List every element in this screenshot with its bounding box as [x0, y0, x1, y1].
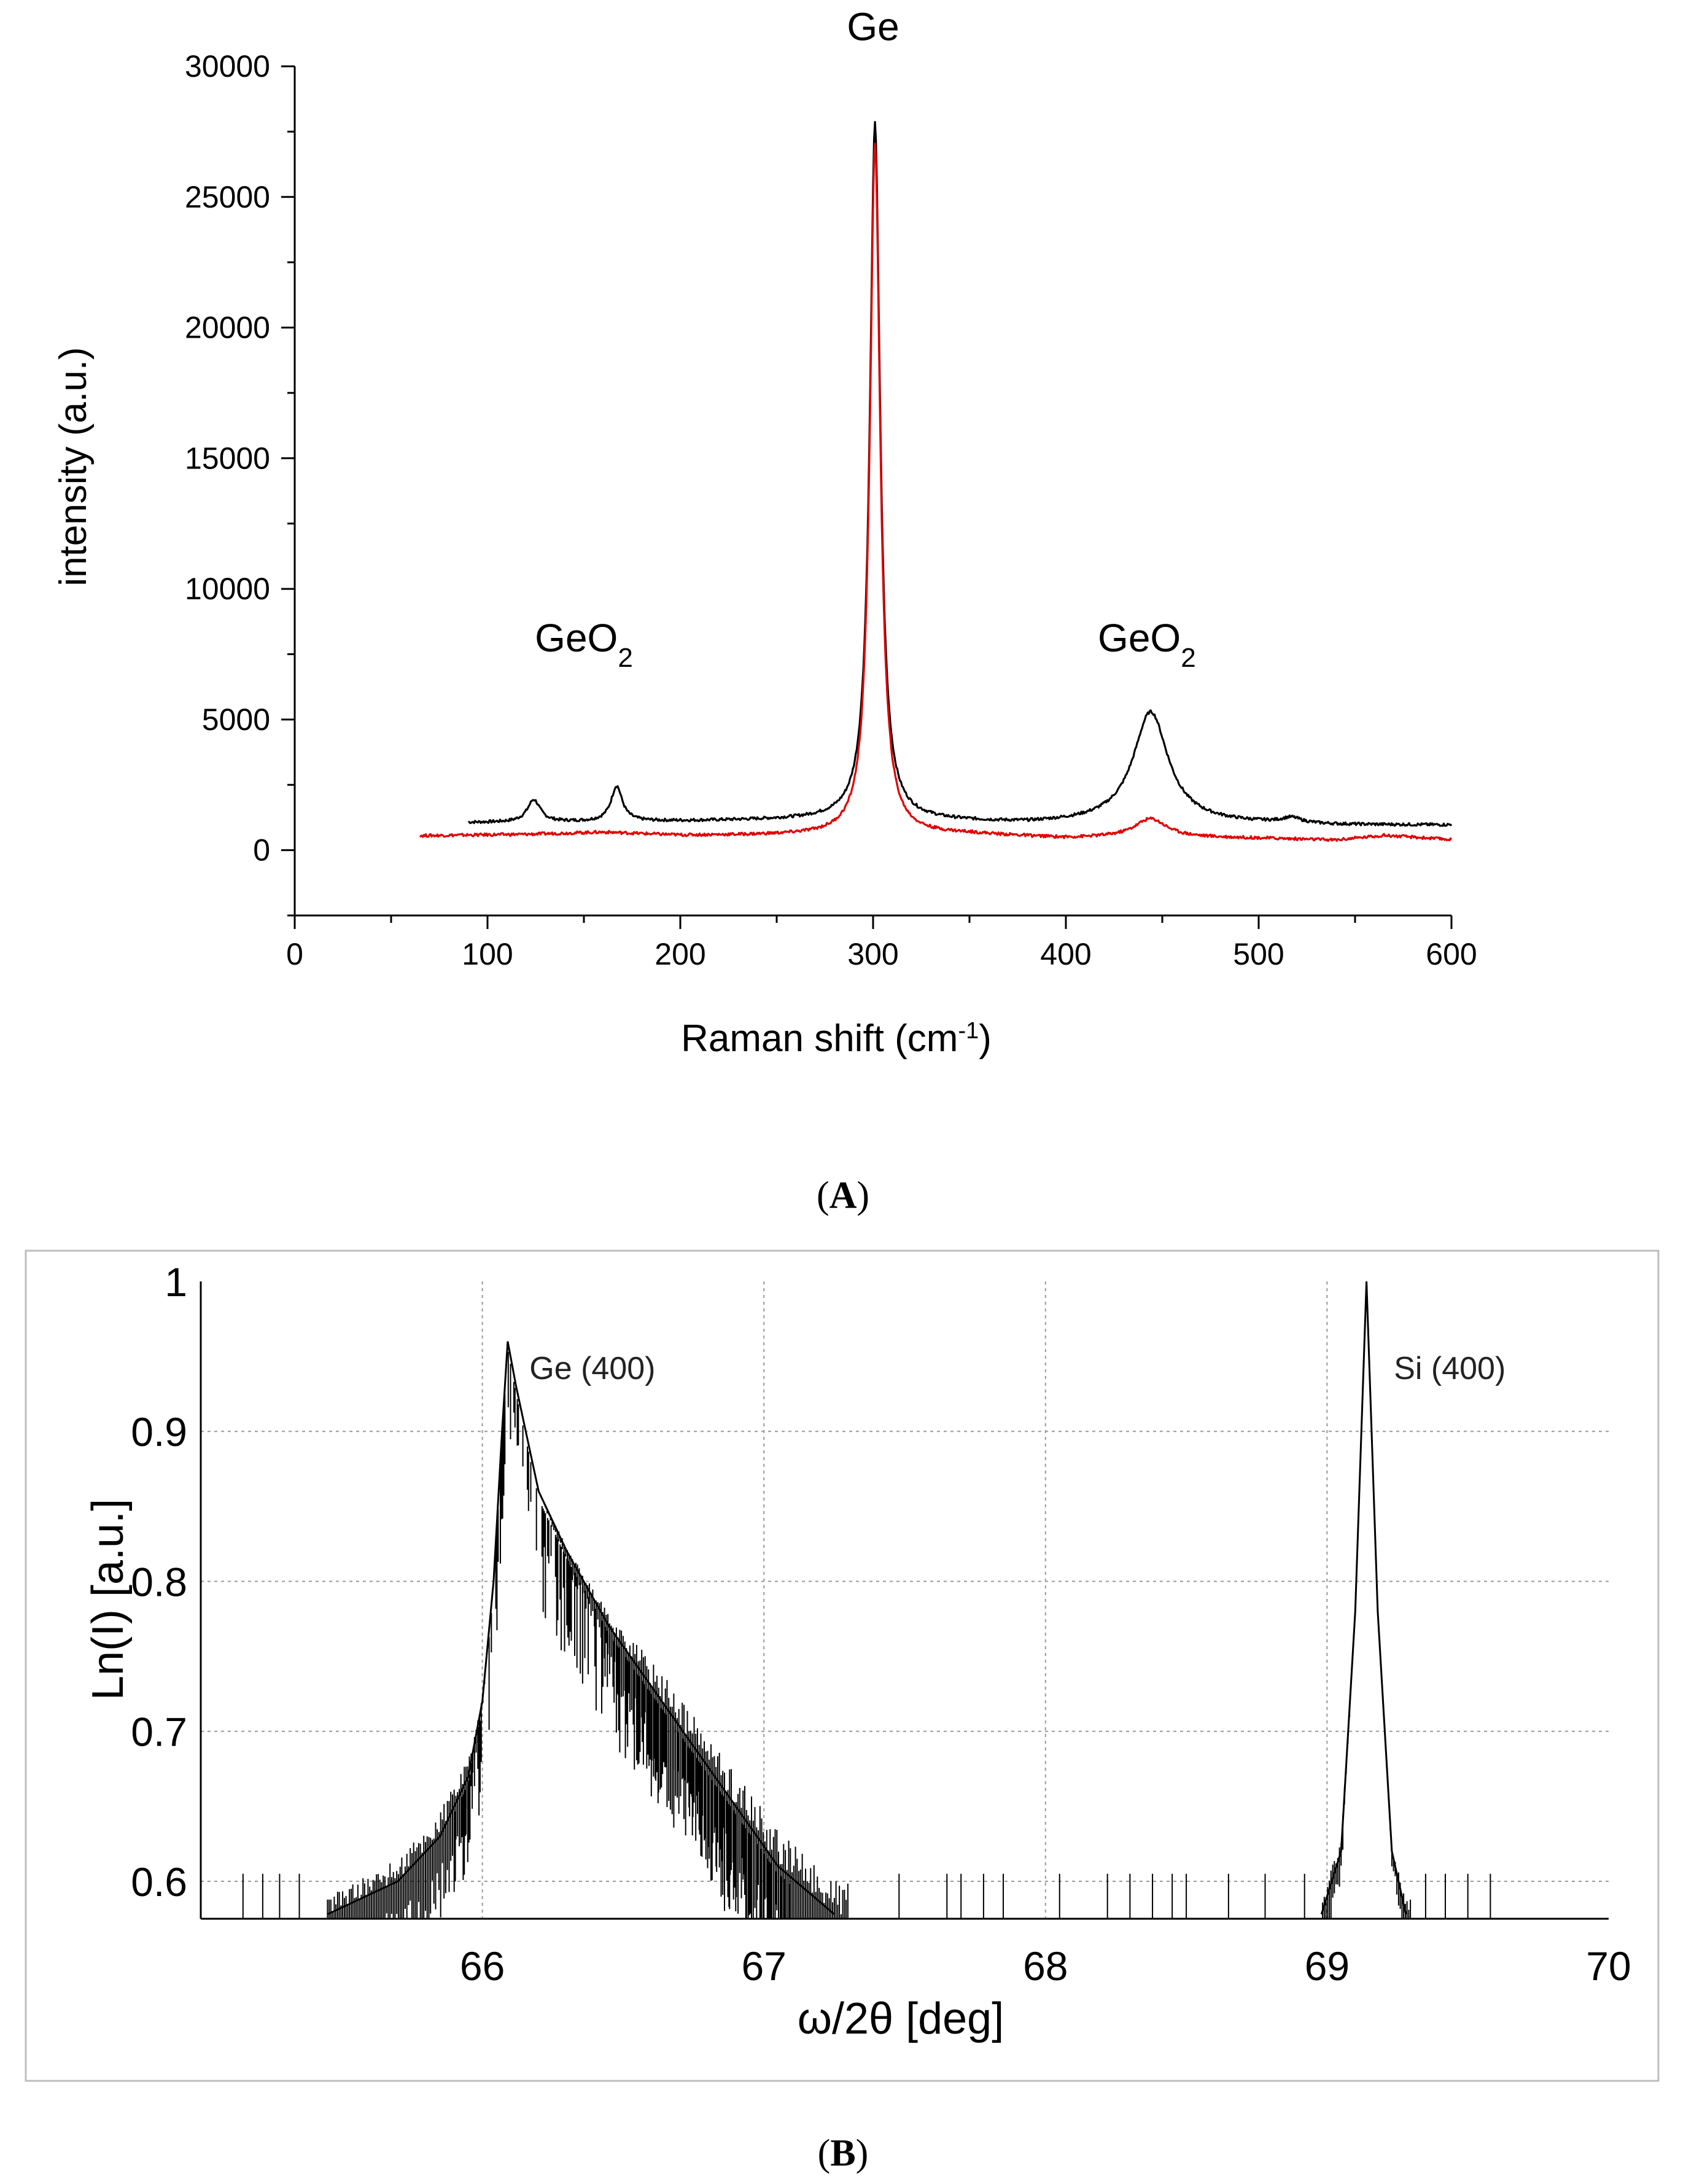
panel-a-x-tick-label: 100: [462, 937, 513, 971]
panel-b-x-tick-label: 69: [1305, 1943, 1350, 1989]
panel-b-x-ticks: 66 67 68 69 70: [460, 1943, 1631, 1989]
panel-b-y-tick-label: 0.8: [131, 1559, 187, 1604]
panel-b-grid: [201, 1281, 1609, 1919]
panel-a-caption: (A): [817, 1175, 869, 1216]
panel-a-series-black: [468, 121, 1453, 827]
panel-b-annotation-si-400: Si (400): [1394, 1351, 1505, 1386]
panel-a-y-tick-label: 25000: [185, 180, 270, 214]
panel-a-series: [419, 121, 1453, 842]
panel-a-y-tick-label: 20000: [185, 311, 270, 345]
panel-b-x-axis-label: ω/2θ [deg]: [798, 1994, 1004, 2043]
panel-b-xrd-chart: 66 67 68 69 70 0.6 0.7 0.8 0.9 1 Ge (400) Si (400…: [25, 1249, 1660, 2174]
panel-a-x-tick-label: 600: [1426, 937, 1477, 971]
panel-b-axes: [200, 1281, 1609, 1920]
panel-a-x-axis-label: Raman shift (cm-1): [681, 1017, 992, 1060]
panel-b-frame: [25, 1249, 1660, 2082]
panel-a-x-tick-label: 500: [1233, 937, 1284, 971]
panel-b-y-tick-label: 1: [165, 1259, 187, 1305]
panel-a-raman-chart: 0 100 200 300 400 500 600 0 5000 10000 15000 20000…: [52, 4, 1477, 1216]
panel-b-y-ticks: 0.6 0.7 0.8 0.9 1: [131, 1259, 187, 1905]
panel-a-annotation-geo2-left: GeO2: [535, 616, 633, 673]
panel-b-y-tick-label: 0.9: [131, 1409, 187, 1455]
panel-a-y-tick-label: 0: [253, 833, 270, 868]
panel-b-y-tick-label: 0.6: [131, 1859, 187, 1905]
panel-a-y-tick-label: 15000: [185, 441, 270, 475]
panel-a-y-ticks: 0 5000 10000 15000 20000 25000 30000: [185, 49, 295, 917]
annotation-text: Ge: [847, 4, 899, 49]
panel-a-annotation-ge: Ge: [847, 4, 899, 49]
panel-a-x-tick-label: 400: [1040, 937, 1091, 971]
panel-b-y-tick-label: 0.7: [131, 1709, 187, 1755]
panel-a-series-red: [419, 142, 1453, 842]
panel-b-series: [242, 1281, 1491, 1919]
annotation-subscript: 2: [618, 643, 632, 673]
panel-b-caption: (B): [818, 2132, 869, 2174]
panel-b-series-dense-core: [454, 1351, 791, 1919]
panel-b-x-tick-label: 67: [741, 1943, 786, 1989]
panel-a-y-axis-label: intensity (a.u.): [52, 347, 95, 586]
panel-a-x-tick-label: 0: [286, 937, 303, 971]
panel-b-annotation-ge-400: Ge (400): [529, 1351, 655, 1386]
panel-b-x-tick-label: 70: [1586, 1943, 1631, 1989]
panel-b-x-tick-label: 66: [460, 1943, 505, 1989]
panel-a-y-tick-label: 5000: [202, 702, 270, 737]
panel-b-x-tick-label: 68: [1023, 1943, 1068, 1989]
panel-b-y-axis-label: Ln(I) [a.u.]: [84, 1499, 133, 1700]
panel-a-x-ticks: 0 100 200 300 400 500 600: [286, 915, 1477, 971]
annotation-text: GeO: [535, 616, 618, 660]
panel-a-y-tick-label: 30000: [185, 49, 270, 84]
panel-a-x-tick-label: 200: [655, 937, 705, 971]
panel-a-annotation-geo2-right: GeO2: [1098, 616, 1196, 673]
panel-a-y-tick-label: 10000: [185, 572, 270, 606]
annotation-subscript: 2: [1181, 643, 1195, 673]
annotation-text: GeO: [1098, 616, 1181, 660]
panel-a-x-tick-label: 300: [847, 937, 898, 971]
panel-b-annotations: Ge (400) Si (400): [529, 1351, 1505, 1386]
